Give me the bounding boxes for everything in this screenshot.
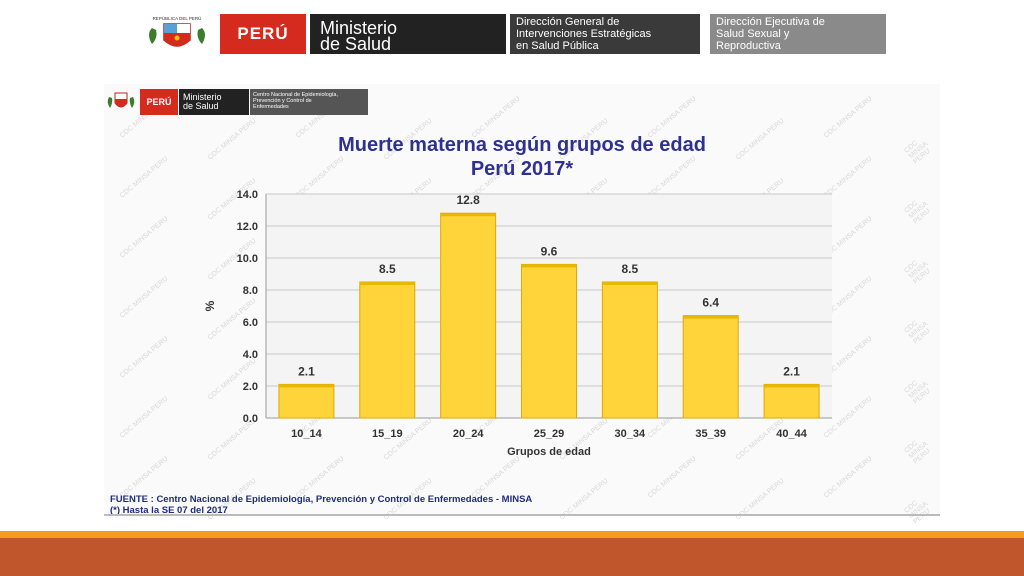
dir2-line-3: Reproductiva	[716, 40, 781, 52]
y-tick-label: 6.0	[243, 317, 258, 329]
x-tick-label: 30_34	[615, 428, 646, 440]
dir1-line-1: Dirección General de	[516, 16, 620, 28]
bottom-footer-bar	[0, 538, 1024, 576]
bar-top-edge	[602, 282, 658, 285]
dir1-line-2: Intervenciones Estratégicas	[516, 28, 652, 40]
institutional-banner: REPÚBLICA DEL PERÚ PERÚ Ministerio de Sa…	[144, 14, 886, 54]
mini-ministry-line-1: Ministerio	[183, 92, 222, 102]
x-axis-title: Grupos de edad	[507, 446, 591, 458]
coat-of-arms-logo: REPÚBLICA DEL PERÚ	[144, 14, 210, 54]
ministry-line-1: Ministerio	[320, 18, 398, 38]
mini-peru-label: PERÚ	[140, 89, 178, 115]
mini-cne-line-1: Centro Nacional de Epidemiología,	[253, 92, 338, 98]
bottom-accent-stripe	[0, 531, 1024, 538]
y-tick-label: 4.0	[243, 349, 258, 361]
bar-top-edge	[359, 282, 415, 285]
mini-cne-line-2: Prevención y Control de	[253, 98, 312, 104]
mini-institutional-banner: PERÚ Ministerio de Salud Centro Nacional…	[106, 89, 368, 115]
dir1-line-3: en Salud Pública	[516, 40, 599, 52]
date-footnote: (*) Hasta la SE 07 del 2017	[110, 505, 228, 516]
slide-bottom-rule	[104, 514, 940, 516]
data-label: 8.5	[622, 262, 639, 276]
data-label: 2.1	[298, 364, 315, 378]
data-label: 12.8	[456, 193, 480, 207]
mini-ministry-line-2: de Salud	[183, 101, 219, 111]
y-tick-label: 0.0	[243, 413, 258, 425]
mini-cne-line-3: Enfermedades	[253, 104, 289, 110]
dir2-line-2: Salud Sexual y	[716, 28, 790, 40]
bar	[682, 315, 739, 419]
bar-top-edge	[521, 264, 577, 268]
bar	[278, 383, 335, 419]
chart-slide: CDC MINSA PERU CDC MINSA PERU CDC MINSA PE…	[104, 84, 940, 525]
source-footnote: FUENTE : Centro Nacional de Epidemiologí…	[110, 494, 533, 505]
x-tick-label: 20_24	[453, 428, 484, 440]
y-tick-label: 8.0	[243, 285, 258, 297]
x-tick-label: 15_19	[372, 428, 403, 440]
y-axis-title: %	[203, 300, 217, 311]
bar-top-edge	[764, 384, 820, 388]
chart-title: Muerte materna según grupos de edad	[338, 134, 706, 156]
data-label: 8.5	[379, 262, 396, 276]
direction-general-label: Dirección General de Intervenciones Estr…	[510, 14, 700, 54]
bar-top-edge	[683, 315, 739, 319]
dir2-line-1: Dirección Ejecutiva de	[716, 16, 825, 28]
y-tick-label: 14.0	[237, 189, 258, 201]
mini-cne-label: Centro Nacional de Epidemiología, Preven…	[250, 89, 368, 115]
mini-coat-of-arms-logo	[106, 89, 136, 115]
bar-chart: 0.0 2.0 4.0 6.0 8.0 10.0 12.0 14.0 2.1 10_14 8.5 15…	[203, 189, 832, 458]
peru-label: PERÚ	[220, 14, 306, 54]
chart-subtitle: Perú 2017*	[470, 158, 574, 180]
y-tick-label: 12.0	[237, 221, 258, 233]
data-label: 6.4	[702, 296, 719, 310]
ministry-label: Ministerio de Salud	[310, 14, 506, 54]
ministry-line-2: de Salud	[320, 34, 392, 54]
watermark-text: CDC MINSA PERU	[903, 499, 932, 526]
bar-top-edge	[440, 213, 496, 217]
data-label: 9.6	[541, 244, 558, 258]
svg-text:REPÚBLICA DEL PERÚ: REPÚBLICA DEL PERÚ	[153, 15, 202, 21]
bar	[521, 263, 577, 419]
mini-ministry-label: Ministerio de Salud	[179, 89, 249, 115]
bar	[763, 383, 820, 419]
data-label: 2.1	[783, 364, 800, 378]
bar	[601, 281, 658, 419]
y-tick-label: 2.0	[243, 381, 258, 393]
bar-top-edge	[278, 384, 334, 388]
x-tick-label: 40_44	[776, 428, 807, 440]
x-tick-label: 25_29	[534, 428, 565, 440]
x-tick-label: 10_14	[291, 428, 322, 440]
bar	[440, 212, 497, 419]
x-tick-label: 35_39	[695, 428, 726, 440]
y-tick-label: 10.0	[237, 253, 258, 265]
bar	[359, 281, 416, 419]
direction-executive-label: Dirección Ejecutiva de Salud Sexual y Re…	[710, 14, 886, 54]
